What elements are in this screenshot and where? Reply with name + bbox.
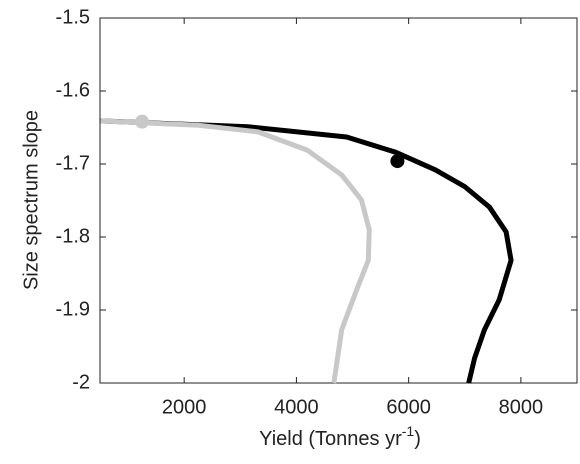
y-tick-label: -1.7 [56,152,90,174]
x-axis-label: Yield (Tonnes yr-1) [259,423,421,451]
series-marker [135,114,150,129]
y-tick-label: -2 [72,371,90,393]
x-tick-label: 8000 [499,396,544,418]
y-tick-label: -1.9 [56,298,90,320]
x-axis-label-text: Yield (Tonnes yr [259,428,402,450]
x-tick-label: 6000 [386,396,431,418]
series-marker [390,154,405,169]
plot-frame [99,17,578,384]
series-line [100,118,372,384]
series-line [100,118,514,384]
x-axis-label-end: ) [414,428,421,450]
x-tick-label: 4000 [274,396,319,418]
y-axis-label: Size spectrum slope [20,110,42,290]
y-tick-label: -1.5 [56,6,90,28]
y-tick-label: -1.6 [56,79,90,101]
y-tick-label: -1.8 [56,225,90,247]
x-tick-label: 2000 [162,396,207,418]
x-axis-label-sup: -1 [402,423,415,439]
